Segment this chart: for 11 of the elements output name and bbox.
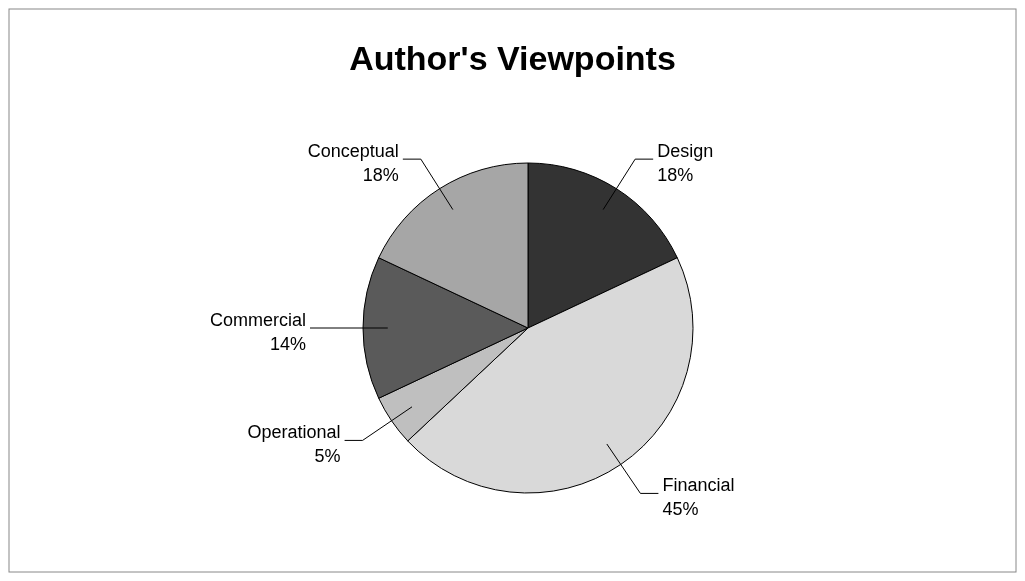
slice-label: Design bbox=[657, 141, 714, 162]
slice-label: Commercial bbox=[209, 310, 306, 330]
data-label: 18% bbox=[657, 165, 694, 186]
slice-label: Operational bbox=[247, 422, 341, 443]
data-label: 5% bbox=[314, 446, 341, 467]
slice-label: Conceptual bbox=[307, 141, 399, 162]
slice-label: Financial bbox=[662, 475, 735, 496]
data-label: 45% bbox=[662, 499, 699, 520]
chart-title: Author's Viewpoints bbox=[349, 39, 676, 77]
data-label: 18% bbox=[362, 165, 399, 186]
data-label: 14% bbox=[269, 334, 306, 354]
